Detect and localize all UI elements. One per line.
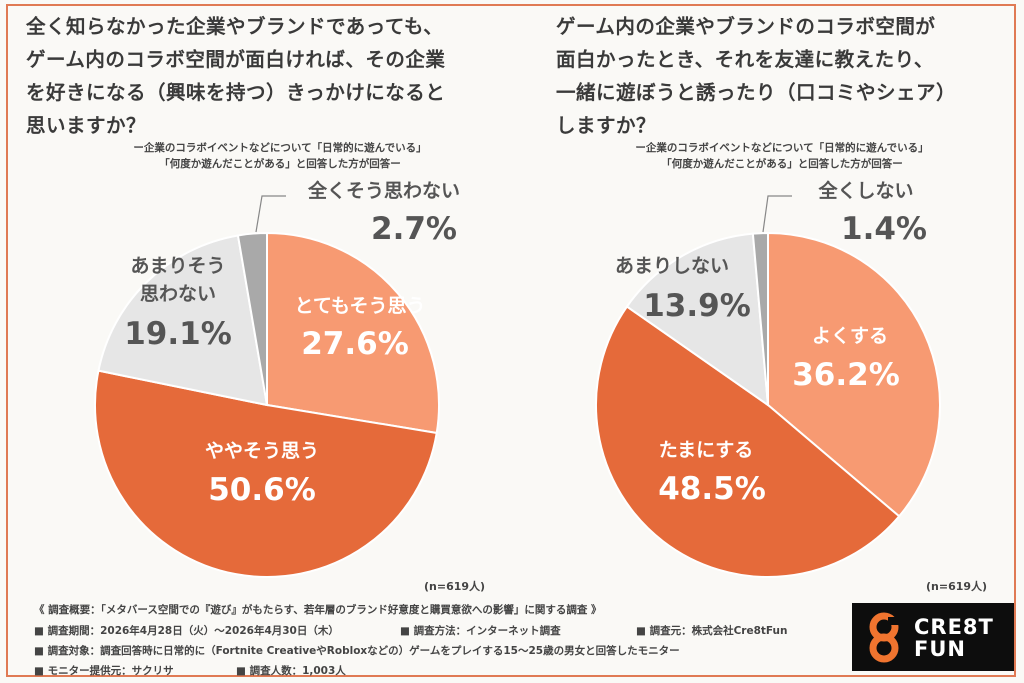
chart-2-slice-1-label: よくする (812, 325, 888, 347)
chart-1-slice-3-label: あまりそう思わない (130, 255, 225, 305)
chart-1-slice-4-label: 全くそう思わない (307, 179, 460, 202)
footer-overview: 《 調査概要：「メタバース空間での『遊び』がもたらす、若年層のブランド好意度と購… (34, 604, 602, 616)
chart-2-slice-3 (625, 232, 770, 408)
footer-target: ■ 調査対象：調査回答時に日常的に（Fortnite CreativeやRobl… (34, 645, 680, 657)
chart-2-sample-size: (n=619人) (926, 580, 988, 593)
chart-1-slice-4 (236, 231, 268, 406)
chart-1-slice-1 (266, 231, 440, 435)
footer-count: ■ 調査人数：1,003人 (236, 665, 346, 677)
chart-1-slice-2 (94, 369, 438, 578)
logo-line-2: FUN (914, 637, 966, 661)
chart-1-slice-2-value: 50.6% (208, 472, 316, 508)
chart-1-subtitle: ー企業のコラボイベントなどについて「日常的に遊んでいる」 「何度か遊んだことがあ… (133, 142, 427, 170)
chart-2-slice-3-label: あまりしない (615, 255, 729, 277)
chart-2-slice-1-value: 36.2% (792, 357, 900, 393)
footer-period: ■ 調査期間：2026年4月28日（火）〜2026年4月30日（木） (34, 625, 339, 637)
chart-2-slice-4 (751, 231, 769, 406)
chart-1-title: 全く知らなかった企業やブランドであっても、 ゲーム内のコラボ空間が面白ければ、そ… (26, 15, 446, 137)
chart-2-slice-4-label: 全くしない (817, 179, 913, 202)
chart-2-slice-1 (767, 231, 941, 518)
chart-2-title: ゲーム内の企業やブランドのコラボ空間が 面白かったとき、それを友達に教えたり、 … (556, 15, 957, 137)
logo-line-1: CRE8T (914, 615, 994, 639)
chart-2-slice-2 (595, 305, 901, 578)
chart-2-slice-4-value: 1.4% (841, 211, 927, 247)
chart-1-slice-3-value: 19.1% (124, 316, 232, 352)
chart-1-slice-1-label: とてもそう思う (294, 295, 425, 317)
chart-1-slice-2-label: ややそう思う (205, 440, 319, 462)
chart-1-sample-size: (n=619人) (424, 580, 486, 593)
chart-frame (6, 4, 1016, 677)
chart-2-slice-2-label: たまにする (659, 439, 754, 461)
logo-mark-icon (869, 612, 902, 663)
chart-2-slice-3-value: 13.9% (643, 288, 751, 324)
cre8tfun-logo: CRE8T FUN (852, 603, 1014, 671)
footer-provider: ■ モニター提供元：サクリサ (34, 665, 174, 677)
chart-2-subtitle: ー企業のコラボイベントなどについて「日常的に遊んでいる」 「何度か遊んだことがあ… (635, 142, 929, 170)
chart-1-leader-line (255, 195, 286, 233)
chart-2-leader-line (762, 195, 792, 233)
chart-1-slice-1-value: 27.6% (301, 326, 409, 362)
footer-method: ■ 調査方法：インターネット調査 (400, 625, 561, 637)
chart-1-slice-3 (97, 234, 269, 407)
footer-source: ■ 調査元：株式会社Cre8tFun (636, 625, 788, 637)
chart-1-slice-4-value: 2.7% (371, 211, 457, 247)
chart-2-slice-2-value: 48.5% (658, 471, 766, 507)
